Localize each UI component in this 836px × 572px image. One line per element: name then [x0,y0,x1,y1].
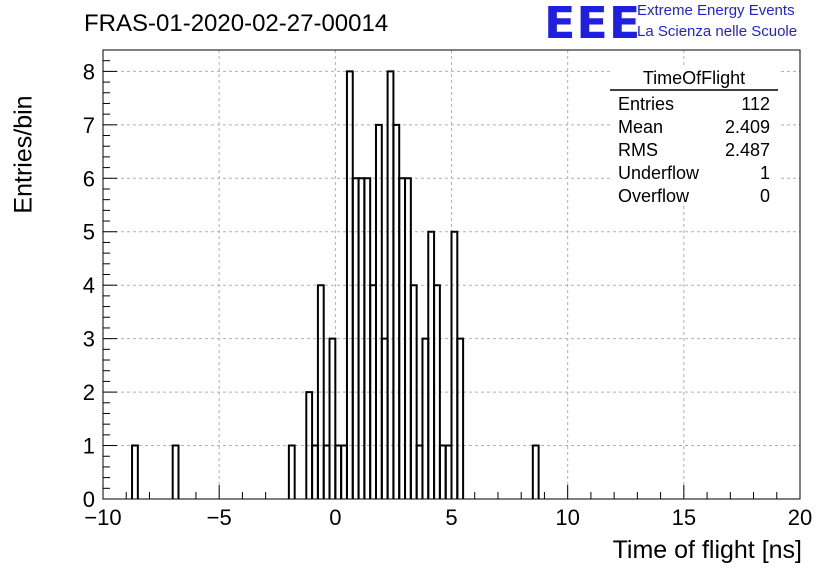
histogram-bin [374,123,383,499]
x-tick-label: −5 [207,505,232,530]
histogram-bin [328,337,337,499]
histogram-bin [131,444,139,499]
histogram-bin [531,444,540,499]
x-tick-label: 0 [329,505,341,530]
histogram-bin [287,444,296,499]
brand-line-2: La Scienza nelle Scuole [637,23,798,40]
y-tick-label: 1 [83,434,95,459]
grid [103,50,800,499]
y-tick-label: 6 [83,166,95,191]
y-tick-label: 2 [83,380,95,405]
stats-row-value: 1 [760,163,770,183]
stats-row-label: Entries [618,94,674,114]
y-tick-label: 5 [83,220,95,245]
stats-box: TimeOfFlight Entries 112 Mean 2.409 RMS 2.487 U… [610,66,778,206]
y-tick-label: 4 [83,273,95,298]
x-tick-label: −10 [84,505,121,530]
x-axis-label: Time of flight [ns] [612,536,802,564]
y-tick-label: 7 [83,113,95,138]
stats-row-label: Mean [618,117,663,137]
y-tick-label: 8 [83,59,95,84]
stats-row-value: 2.487 [725,140,770,160]
histogram-bin [171,444,180,499]
brand-line-1: Extreme Energy Events [637,2,795,19]
eee-logo: EEE [544,0,642,49]
stats-row-label: Underflow [618,163,700,183]
run-title: FRAS-01-2020-02-27-00014 [84,10,389,37]
histogram-bin [409,284,418,499]
y-tick-label: 0 [83,487,95,512]
stats-row-value: 112 [741,94,770,114]
stats-box-title: TimeOfFlight [643,68,745,88]
x-tick-label: 5 [445,505,457,530]
y-tick-label: 3 [83,327,95,352]
x-tick-label: 15 [672,505,696,530]
histogram-bin [433,284,441,499]
x-tick-label: 20 [788,505,812,530]
stats-box-background [610,66,778,204]
stats-row-label: RMS [618,140,658,160]
x-tick-label: 10 [555,505,579,530]
histogram-series [131,70,540,499]
stats-row-value: 0 [760,186,770,206]
stats-row-value: 2.409 [725,117,770,137]
histogram-bin [456,337,465,499]
histogram-bin [316,284,325,499]
stats-row-label: Overflow [618,186,690,206]
